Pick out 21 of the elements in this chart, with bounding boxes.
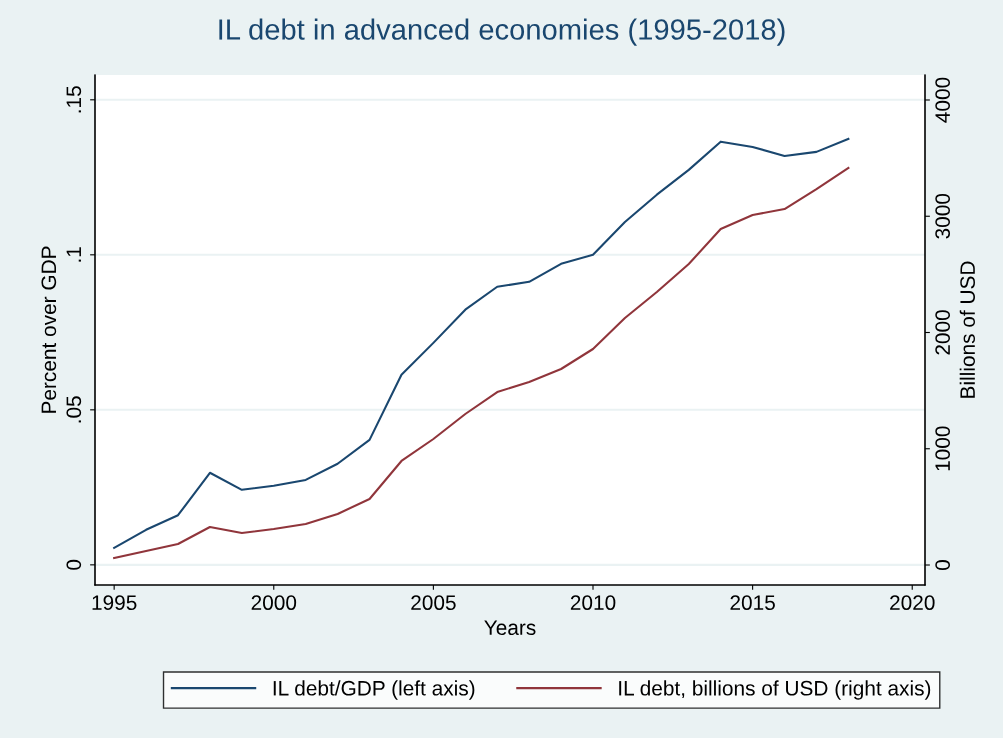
y-axis-title: Percent over GDP <box>41 246 57 413</box>
x-tick-label: 2015 <box>730 595 775 611</box>
x-tick-label: 2005 <box>411 595 456 611</box>
x-axis-title: Years <box>484 620 536 635</box>
y2-tick-label: 0 <box>935 560 951 570</box>
y2-tick-label: 4000 <box>935 77 951 123</box>
y-tick-label: .1 <box>66 247 81 262</box>
x-tick-label: 2020 <box>890 595 935 611</box>
y-tick-label: .15 <box>66 86 82 113</box>
y2-axis-title: Billions of USD <box>959 261 975 398</box>
legend-label: IL debt/GDP (left axis) <box>273 680 475 700</box>
x-tick-label: 1995 <box>92 595 137 611</box>
y-tick-label: 0 <box>66 559 82 570</box>
chart-title: IL debt in advanced economies (1995-2018) <box>219 18 785 46</box>
x-tick-label: 2000 <box>251 595 297 611</box>
x-tick-label: 2010 <box>570 595 616 611</box>
y2-tick-label: 1000 <box>935 426 951 471</box>
y-tick-label: .05 <box>66 396 82 423</box>
y2-tick-label: 2000 <box>935 310 951 355</box>
y2-tick-label: 3000 <box>935 193 951 239</box>
legend-label: IL debt, billions of USD (right axis) <box>619 680 931 700</box>
